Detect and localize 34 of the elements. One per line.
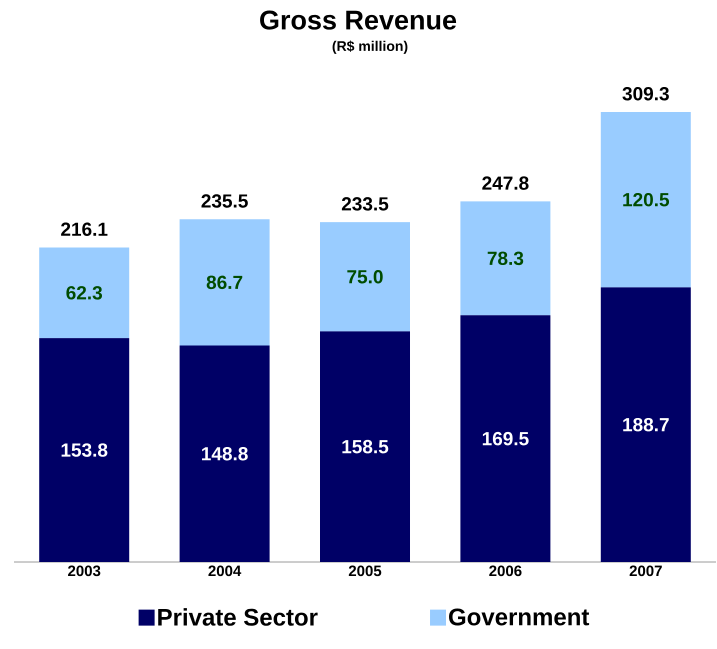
bar bbox=[320, 331, 410, 562]
total-label: 216.1 bbox=[61, 222, 108, 236]
legend-label: Private Sector bbox=[158, 608, 318, 626]
bar bbox=[320, 222, 410, 332]
data-label: 120.5 bbox=[623, 192, 670, 206]
data-label: 75.0 bbox=[347, 270, 383, 284]
legend-label: Government bbox=[449, 608, 590, 626]
x-tick-label: 2005 bbox=[348, 566, 382, 576]
data-label: 62.3 bbox=[66, 286, 102, 300]
chart-title: Gross Revenue bbox=[260, 10, 456, 30]
total-label: 235.5 bbox=[201, 194, 248, 208]
x-tick-label: 2006 bbox=[489, 566, 522, 576]
data-label: 86.7 bbox=[206, 276, 242, 290]
total-label: 233.5 bbox=[342, 197, 388, 211]
data-label: 153.8 bbox=[62, 443, 108, 457]
x-tick-label: 2003 bbox=[68, 566, 100, 576]
x-tick-label: 2004 bbox=[208, 566, 242, 576]
data-label: 188.7 bbox=[623, 418, 669, 432]
bar bbox=[180, 345, 270, 562]
bar bbox=[39, 338, 130, 562]
chart-subtitle: (R$ million) bbox=[332, 40, 408, 54]
data-label: 148.8 bbox=[202, 446, 248, 460]
bar bbox=[460, 315, 550, 562]
total-label: 309.3 bbox=[622, 86, 669, 100]
x-tick-label: 2007 bbox=[630, 566, 662, 576]
bar bbox=[600, 112, 691, 288]
bar bbox=[180, 219, 270, 346]
total-label: 247.8 bbox=[482, 176, 529, 190]
bar bbox=[600, 287, 691, 562]
data-label: 158.5 bbox=[342, 440, 388, 454]
bar bbox=[460, 201, 550, 316]
bar bbox=[39, 247, 130, 338]
data-label: 78.3 bbox=[488, 252, 524, 266]
data-label: 169.5 bbox=[482, 432, 529, 446]
